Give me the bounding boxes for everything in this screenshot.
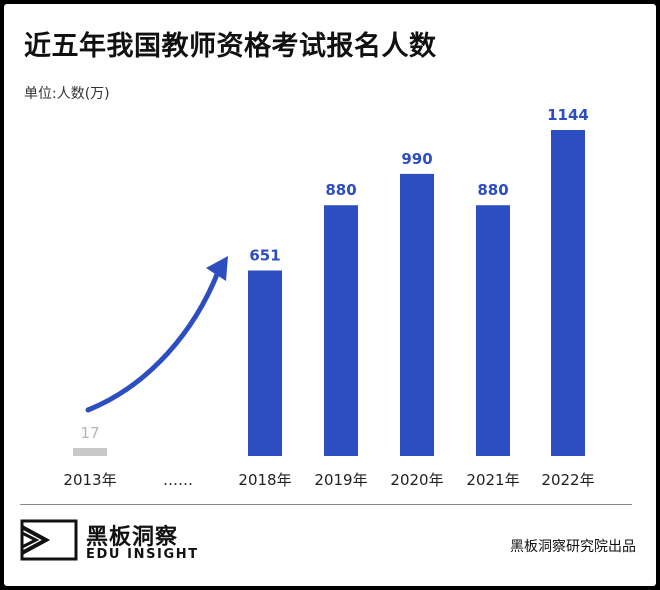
brand-name-cn: 黑板洞察 — [86, 525, 179, 550]
x-tick-6: 2022年 — [541, 471, 594, 489]
growth-arrow — [85, 269, 221, 413]
data-label-0: 17 — [80, 424, 99, 442]
edu-insight-logo-icon — [20, 519, 78, 561]
x-tick-4: 2020年 — [390, 471, 443, 489]
x-tick-2: 2018年 — [238, 471, 291, 489]
bar-6 — [551, 130, 585, 456]
bar-4 — [400, 173, 434, 456]
data-label-3: 880 — [325, 181, 356, 199]
source-credit: 黑板洞察研究院出品 — [510, 539, 636, 555]
data-label-2: 651 — [249, 246, 280, 264]
bar-2 — [248, 270, 282, 456]
brand-name-en: EDU INSIGHT — [86, 547, 199, 562]
bar-3 — [324, 205, 358, 456]
x-tick-5: 2021年 — [466, 471, 519, 489]
growth-arrow-head — [206, 256, 228, 281]
data-label-4: 990 — [401, 150, 432, 168]
footer-divider — [20, 504, 632, 505]
data-label-5: 880 — [477, 181, 508, 199]
bar-5 — [476, 205, 510, 456]
chart-title: 近五年我国教师资格考试报名人数 — [24, 31, 437, 62]
data-label-6: 1144 — [547, 106, 589, 124]
x-tick-1: …… — [163, 471, 193, 489]
unit-label: 单位:人数(万) — [24, 86, 110, 102]
x-tick-3: 2019年 — [314, 471, 367, 489]
bar-0 — [73, 448, 107, 456]
x-tick-0: 2013年 — [63, 471, 116, 489]
